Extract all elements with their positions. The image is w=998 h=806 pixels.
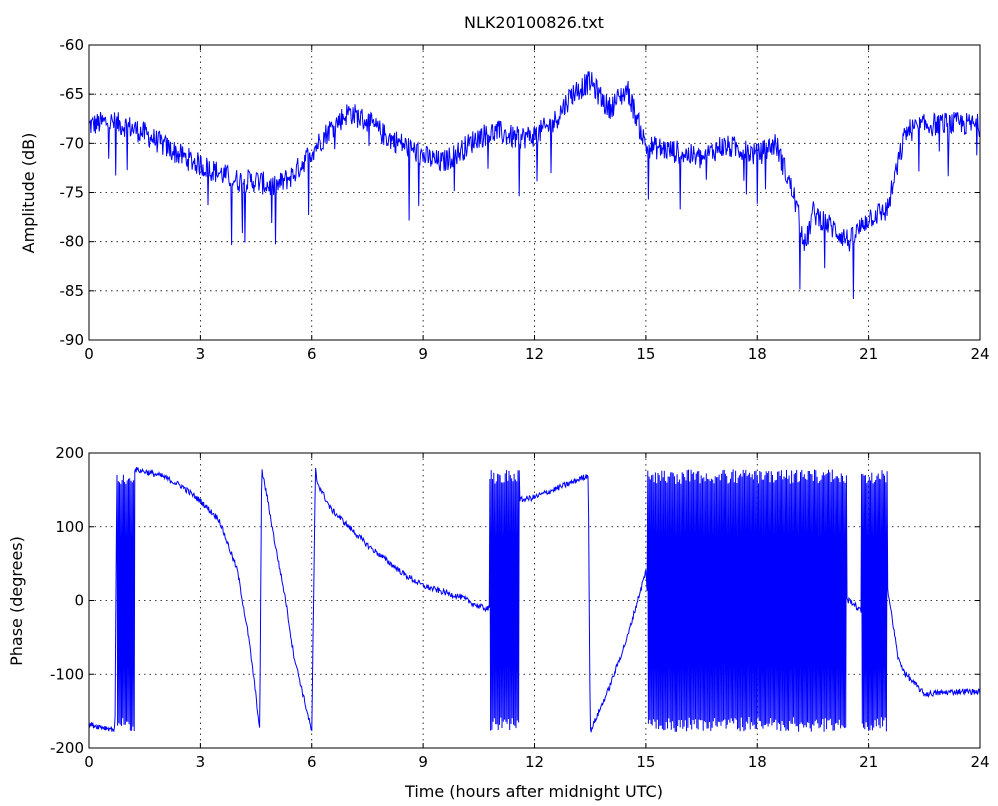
amplitude-plot: 0 3 6 9 12 15 18 21 24 -90 -85 -80 -75 -70 -65 -60 Ampl… — [19, 36, 990, 363]
amplitude-grid — [89, 45, 980, 340]
x-tick-label: 3 — [196, 753, 206, 771]
amplitude-ticks: 0 3 6 9 12 15 18 21 24 -90 -85 -80 -75 -70 -65 -60 — [60, 36, 990, 363]
y-tick-label: -65 — [60, 85, 85, 103]
y-tick-label: -100 — [50, 665, 84, 683]
amplitude-y-label: Amplitude (dB) — [19, 133, 38, 254]
amplitude-series-line — [88, 71, 981, 300]
y-tick-label: 200 — [55, 444, 84, 462]
x-tick-label: 3 — [196, 345, 206, 363]
x-tick-label: 15 — [636, 345, 655, 363]
phase-ticks: 0 3 6 9 12 15 18 21 24 -200 -100 0 100 200 — [50, 444, 990, 771]
x-tick-label: 9 — [418, 753, 428, 771]
x-tick-label: 15 — [636, 753, 655, 771]
phase-series-line — [88, 466, 981, 733]
x-tick-label: 21 — [859, 753, 878, 771]
x-tick-label: 12 — [525, 345, 544, 363]
x-tick-label: 18 — [748, 753, 767, 771]
x-tick-label: 21 — [859, 345, 878, 363]
phase-x-label: Time (hours after midnight UTC) — [404, 782, 663, 801]
x-tick-label: 24 — [970, 345, 989, 363]
amplitude-axes-frame — [88, 44, 981, 341]
x-tick-label: 0 — [84, 345, 94, 363]
x-tick-label: 0 — [84, 753, 94, 771]
chart-title: NLK20100826.txt — [464, 13, 604, 32]
y-tick-label: -85 — [60, 282, 85, 300]
x-tick-label: 9 — [418, 345, 428, 363]
x-tick-label: 6 — [307, 345, 317, 363]
y-tick-label: -90 — [60, 331, 85, 349]
y-tick-label: 0 — [74, 592, 84, 610]
x-tick-label: 24 — [970, 753, 989, 771]
y-tick-label: -200 — [50, 739, 84, 757]
phase-y-label: Phase (degrees) — [7, 536, 26, 666]
y-tick-label: -70 — [60, 134, 85, 152]
y-tick-label: -80 — [60, 233, 85, 251]
x-tick-label: 6 — [307, 753, 317, 771]
x-tick-label: 18 — [748, 345, 767, 363]
y-tick-label: 100 — [55, 518, 84, 536]
phase-plot: 0 3 6 9 12 15 18 21 24 -200 -100 0 100 200 Phase (deg… — [7, 444, 990, 801]
x-tick-label: 12 — [525, 753, 544, 771]
y-tick-label: -75 — [60, 184, 85, 202]
phase-axes-frame — [88, 452, 981, 749]
y-tick-label: -60 — [60, 36, 85, 54]
